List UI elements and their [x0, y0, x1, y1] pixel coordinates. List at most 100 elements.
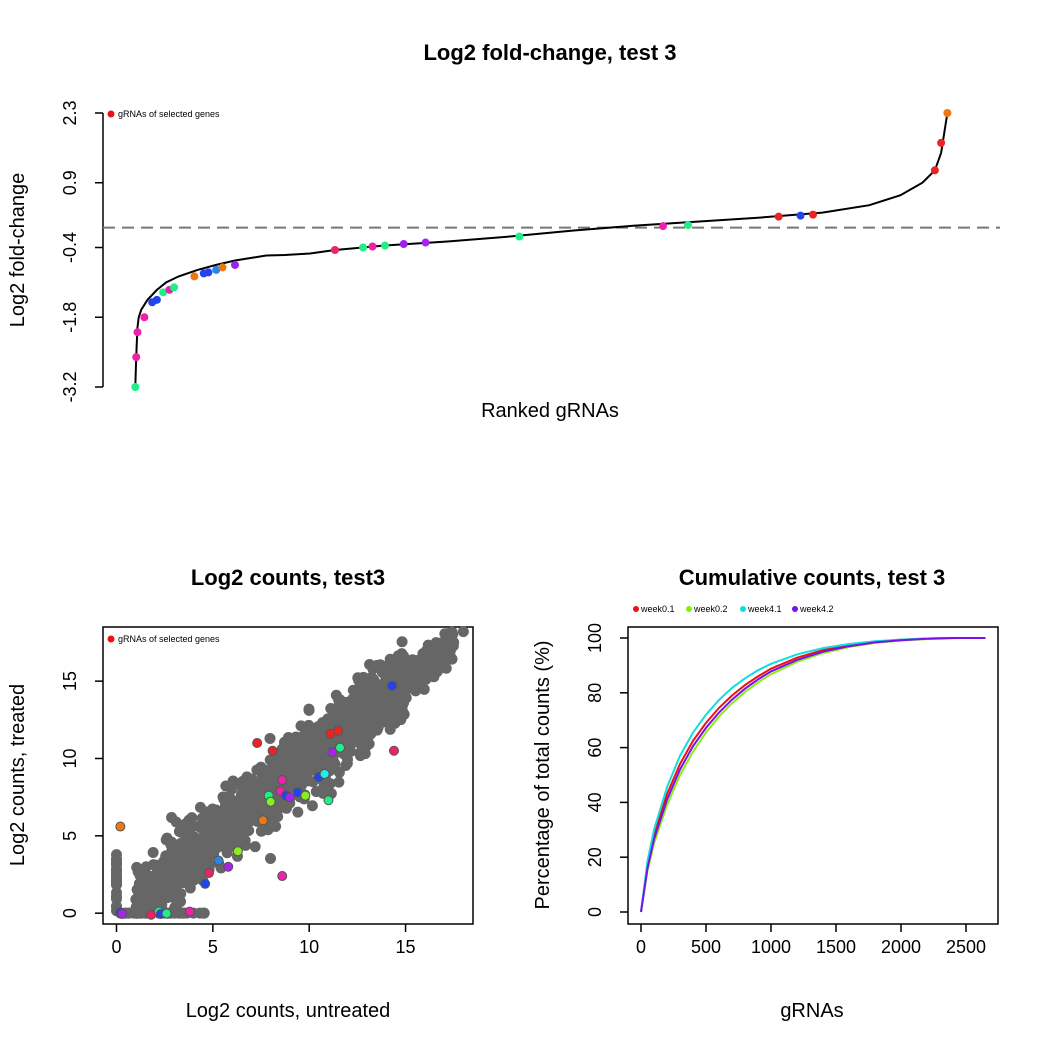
- background-point: [363, 738, 375, 750]
- background-point: [418, 683, 430, 695]
- background-point: [197, 854, 209, 866]
- fold-change-point: [796, 211, 805, 220]
- cumulative-y-tick-label: 60: [585, 738, 605, 758]
- background-point: [349, 703, 361, 715]
- highlighted-point: [200, 878, 211, 889]
- fold-change-point: [133, 328, 142, 337]
- background-point: [209, 841, 221, 853]
- background-point: [206, 831, 218, 843]
- highlighted-point: [323, 795, 334, 806]
- background-point: [173, 907, 185, 919]
- fold-change-point: [659, 222, 668, 231]
- fold-change-y-tick-label: -0.4: [60, 232, 80, 263]
- background-point: [160, 834, 172, 846]
- highlighted-point: [115, 821, 126, 832]
- highlighted-point: [387, 680, 398, 691]
- fold-change-y-axis: -3.2 -1.8 -0.4 0.9 2.3: [60, 100, 104, 403]
- fold-change-panel: Log2 fold-change, test 3 Ranked gRNAs Lo…: [7, 40, 1000, 422]
- background-point: [178, 841, 190, 853]
- background-point: [231, 816, 243, 828]
- scatter-x-tick-label: 5: [208, 937, 218, 957]
- highlighted-point: [232, 846, 243, 857]
- fold-change-y-tick-label: -1.8: [60, 302, 80, 333]
- fold-change-y-tick-label: 0.9: [60, 170, 80, 195]
- background-point: [326, 737, 338, 749]
- cumulative-x-tick-label: 1500: [816, 937, 856, 957]
- highlighted-point: [319, 768, 330, 779]
- fold-change-legend-label: gRNAs of selected genes: [118, 109, 220, 119]
- legend-label-week0.2: week0.2: [693, 604, 728, 614]
- cumulative-x-tick-label: 2500: [946, 937, 986, 957]
- scatter-y-tick-label: 0: [60, 908, 80, 918]
- background-point: [281, 743, 293, 755]
- cumulative-title: Cumulative counts, test 3: [679, 565, 946, 590]
- legend-marker-week0.1: [633, 606, 639, 612]
- fold-change-point: [131, 383, 140, 391]
- background-point: [303, 744, 315, 756]
- background-point: [367, 676, 379, 688]
- scatter-ylabel: Log2 counts, treated: [7, 684, 29, 866]
- background-point: [333, 694, 345, 706]
- background-point: [170, 856, 182, 868]
- cumulative-y-tick-label: 20: [585, 847, 605, 867]
- fold-change-point: [809, 210, 818, 219]
- background-point: [145, 870, 157, 882]
- background-point: [303, 704, 315, 716]
- scatter-background-points: [110, 626, 469, 919]
- fold-change-point: [212, 265, 221, 274]
- background-point: [364, 658, 376, 670]
- fold-change-point: [937, 138, 946, 147]
- background-point: [221, 847, 233, 859]
- scatter-x-tick-label: 0: [111, 937, 121, 957]
- fold-change-point: [930, 166, 939, 175]
- fold-change-point: [190, 272, 199, 281]
- scatter-x-tick-label: 15: [396, 937, 416, 957]
- background-point: [292, 806, 304, 818]
- highlighted-point: [327, 747, 338, 758]
- background-point: [237, 823, 249, 835]
- fold-change-legend-marker: [107, 110, 115, 118]
- background-point: [257, 802, 269, 814]
- background-point: [212, 807, 224, 819]
- background-point: [226, 832, 238, 844]
- background-point: [110, 858, 122, 870]
- background-point: [272, 800, 284, 812]
- fold-change-points: [131, 109, 952, 391]
- highlighted-point: [213, 855, 224, 866]
- fold-change-point: [684, 221, 693, 230]
- highlighted-point: [223, 861, 234, 872]
- cumulative-x-tick-label: 1000: [751, 937, 791, 957]
- highlighted-point: [117, 908, 128, 919]
- background-point: [386, 670, 398, 682]
- scatter-y-tick-label: 15: [60, 671, 80, 691]
- background-point: [264, 732, 276, 744]
- fold-change-point: [330, 246, 339, 254]
- fold-change-ylabel: Log2 fold-change: [7, 173, 29, 328]
- background-point: [385, 687, 397, 699]
- fold-change-point: [159, 288, 168, 297]
- fold-change-point: [359, 243, 368, 252]
- fold-change-y-tick-label: 2.3: [60, 100, 80, 125]
- background-point: [306, 800, 318, 812]
- background-point: [186, 812, 198, 824]
- fold-change-point: [230, 260, 239, 269]
- background-point: [297, 730, 309, 742]
- fold-change-point: [399, 240, 408, 249]
- background-point: [374, 659, 386, 671]
- background-point: [216, 821, 228, 833]
- background-point: [426, 670, 438, 682]
- fold-change-y-tick-label: -3.2: [60, 371, 80, 402]
- background-point: [255, 761, 267, 773]
- fold-change-xlabel: Ranked gRNAs: [481, 400, 619, 422]
- background-point: [110, 849, 122, 861]
- background-point: [396, 708, 408, 720]
- legend-marker-week4.1: [740, 606, 746, 612]
- cumulative-plot-box: [627, 626, 999, 925]
- background-point: [152, 881, 164, 893]
- scatter-title: Log2 counts, test3: [191, 565, 385, 590]
- highlighted-point: [265, 796, 276, 807]
- background-point: [286, 765, 298, 777]
- fold-change-point: [515, 232, 524, 241]
- cumulative-xlabel: gRNAs: [780, 1000, 843, 1022]
